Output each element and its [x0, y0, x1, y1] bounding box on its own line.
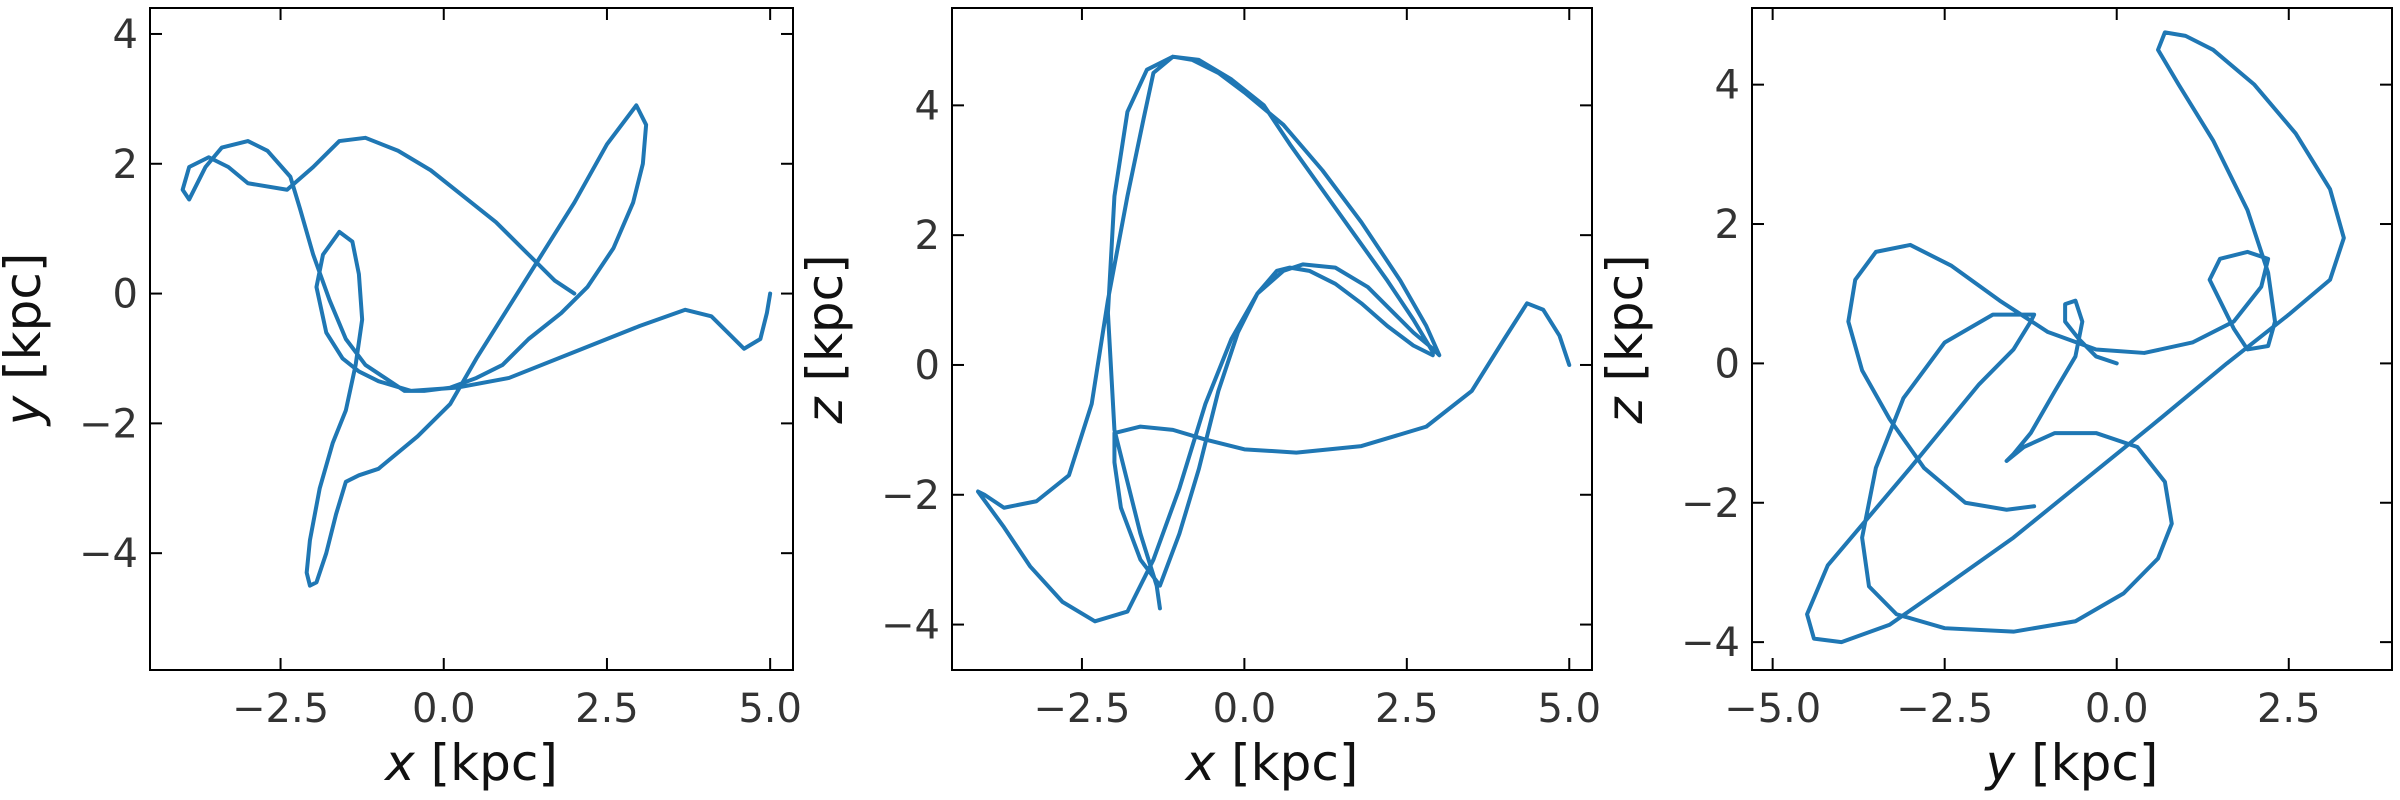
y-axis-label: y [kpc]	[0, 253, 52, 428]
x-tick-label: 0.0	[1213, 686, 1277, 732]
x-tick-label: 5.0	[738, 686, 802, 732]
y-tick-label: 0	[1715, 341, 1740, 387]
x-tick-label: −2.5	[1033, 686, 1130, 732]
x-tick-label: 2.5	[575, 686, 639, 732]
y-tick-label: 0	[915, 343, 940, 389]
y-tick-label: −4	[881, 603, 940, 649]
y-tick-label: 4	[113, 12, 138, 58]
x-tick-label: 0.0	[412, 686, 476, 732]
y-tick-label: 2	[915, 213, 940, 259]
y-tick-label: 4	[915, 83, 940, 129]
orbit-line-panel-2	[975, 54, 1572, 624]
y-tick-label: 0	[113, 272, 138, 318]
x-axis-label: x [kpc]	[383, 734, 558, 792]
y-tick-label: −2	[881, 473, 940, 519]
y-tick-label: −2	[1681, 481, 1740, 527]
x-axis-label: x [kpc]	[1184, 734, 1359, 792]
x-tick-label: −2.5	[1896, 686, 1993, 732]
x-tick-label: 0.0	[2085, 686, 2149, 732]
plot-frame	[149, 7, 794, 671]
x-tick-label: 2.5	[1375, 686, 1439, 732]
orbit-line-panel-1	[180, 103, 773, 588]
panel-2: −2.5 0.0 2.5 5.0 −4 −2 0 2 4 x [kpc] z [kpc]	[796, 7, 1601, 792]
panel-1: −2.5 0.0 2.5 5.0 −4 −2 0 2 4 x [kpc] y [kpc]	[0, 7, 802, 792]
y-tick-label: −2	[79, 401, 138, 447]
x-tick-label: −5.0	[1724, 686, 1821, 732]
y-axis-label: z [kpc]	[796, 254, 854, 424]
x-tick-label: 5.0	[1537, 686, 1601, 732]
y-tick-label: 4	[1715, 63, 1740, 109]
panel-3: −5.0 −2.5 0.0 2.5 −4 −2 0 2 4 y [kpc] z [kpc]	[1596, 7, 2393, 792]
plot-frame	[1751, 7, 2393, 671]
plot-frame	[951, 7, 1593, 671]
x-axis-label: y [kpc]	[1984, 734, 2159, 792]
x-tick-label: −2.5	[232, 686, 329, 732]
y-tick-label: 2	[113, 142, 138, 188]
y-axis-label: z [kpc]	[1596, 254, 1654, 424]
y-tick-label: −4	[1681, 620, 1740, 666]
x-tick-label: 2.5	[2257, 686, 2321, 732]
orbit-line-panel-3	[1805, 30, 2346, 645]
y-tick-label: 2	[1715, 202, 1740, 248]
y-tick-label: −4	[79, 531, 138, 577]
